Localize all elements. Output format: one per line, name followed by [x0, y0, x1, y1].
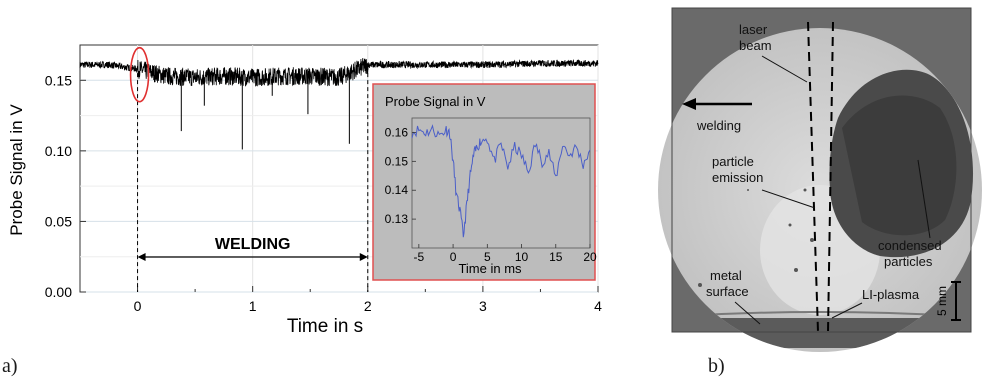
inset-y-tick-label: 0.14	[385, 183, 409, 197]
label-condensed: condensed	[878, 238, 942, 253]
label-metal-pointer	[734, 301, 761, 325]
inset-plot-frame	[411, 117, 591, 249]
inset-x-axis-label: Time in ms	[458, 261, 522, 276]
inset-x-tick-label: 15	[549, 250, 563, 264]
inset-y-ticks: 0.13 0.14 0.15 0.16	[385, 125, 416, 226]
inset-x-ticks: -5 0 5 10 15 20	[414, 244, 597, 264]
inset-y-tick-label: 0.16	[385, 125, 409, 139]
inset-x-tick-label: 20	[583, 250, 597, 264]
inset-chart: Probe Signal in V 0.13 0.14 0.15 0.16 -5 0 5 1…	[372, 83, 597, 281]
panel-label-a: a)	[2, 355, 18, 377]
main-y-tick-label: 0.10	[45, 143, 72, 159]
main-x-axis-label: Time in s	[287, 316, 363, 337]
inset-series-line	[411, 124, 591, 238]
main-x-tick-label: 4	[594, 298, 602, 314]
main-y-axis-label: Probe Signal in V	[7, 104, 26, 236]
label-metal: metal	[710, 268, 742, 283]
welding-annotation: WELDING	[129, 46, 369, 292]
scale-bar-label: 5 mm	[935, 286, 949, 316]
label-surface: surface	[706, 284, 749, 299]
inset-frame	[372, 83, 596, 281]
label-particle: particle	[712, 154, 754, 169]
panel-label-b: b)	[708, 355, 725, 377]
main-series-line	[79, 57, 599, 87]
main-series	[79, 57, 599, 150]
welding-photo: laser beam welding particle emission con…	[658, 7, 982, 352]
main-x-tick-label: 1	[249, 298, 257, 314]
main-y-ticks: 0.00 0.05 0.10 0.15	[45, 72, 86, 300]
inset-x-tick-label: 0	[450, 250, 457, 264]
inset-y-tick-label: 0.13	[385, 212, 409, 226]
inset-x-tick-label: -5	[414, 250, 425, 264]
main-y-tick-label: 0.00	[45, 284, 72, 300]
main-x-tick-label: 2	[364, 298, 372, 314]
welding-arrow-head	[682, 98, 696, 110]
main-y-tick-label: 0.15	[45, 72, 72, 88]
laser-beam-line-left	[807, 21, 819, 333]
inset-series	[411, 124, 591, 238]
welding-onset-circle	[129, 46, 150, 103]
label-particle-pointer	[761, 189, 816, 209]
label-welding: welding	[696, 118, 741, 133]
label-laser-pointer	[761, 55, 808, 83]
laser-beam-line-right	[827, 21, 834, 333]
label-particles: particles	[884, 254, 933, 269]
label-laser: laser	[739, 22, 768, 37]
label-beam: beam	[739, 38, 772, 53]
main-x-tick-label: 3	[479, 298, 487, 314]
inset-x-tick-label: 10	[515, 250, 529, 264]
welding-label: WELDING	[215, 236, 291, 253]
inset-title: Probe Signal in V	[385, 94, 486, 109]
main-y-tick-label: 0.05	[45, 213, 72, 229]
inset-x-tick-label: 5	[484, 250, 491, 264]
label-emission: emission	[712, 170, 763, 185]
main-x-ticks: 0 1 2 3 4	[79, 286, 602, 314]
inset-y-tick-label: 0.15	[385, 154, 409, 168]
label-li-plasma-pointer	[831, 302, 863, 319]
main-x-tick-label: 0	[134, 298, 142, 314]
label-condensed-pointer	[917, 159, 931, 239]
label-li-plasma: LI-plasma	[862, 287, 920, 302]
